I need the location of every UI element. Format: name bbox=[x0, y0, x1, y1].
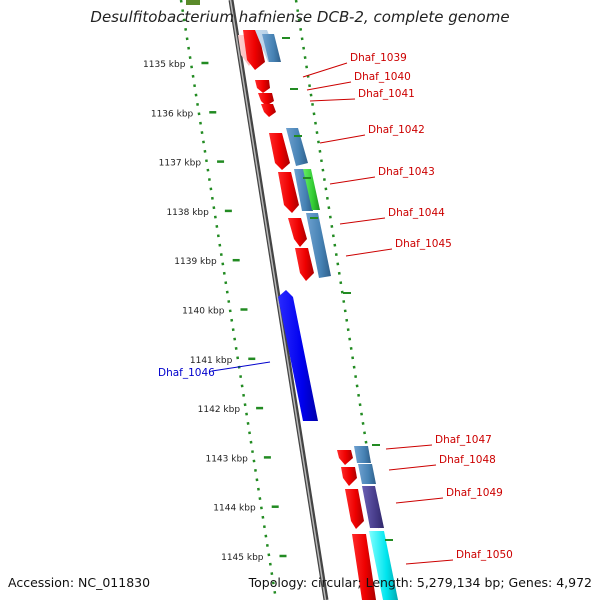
accession-text: Accession: NC_011830 bbox=[8, 575, 151, 590]
gene-partial-top bbox=[186, 0, 200, 5]
ruler-tick-label: 1141 kbp bbox=[190, 356, 233, 366]
gene-bar bbox=[306, 213, 331, 278]
label-leader-line bbox=[395, 497, 444, 504]
gene-bar bbox=[369, 531, 398, 600]
label-leader-line bbox=[306, 81, 352, 91]
genome-backbone-highlight bbox=[229, 0, 327, 600]
label-leader-line bbox=[385, 444, 433, 450]
gene-arrow bbox=[337, 450, 353, 465]
ruler-tick-label: 1135 kbp bbox=[143, 60, 186, 70]
gene-bar bbox=[303, 169, 320, 210]
gene-label-dhaf-1044[interactable]: Dhaf_1044 bbox=[388, 207, 445, 219]
label-leader-line bbox=[339, 217, 386, 225]
gene-label-dhaf-1039[interactable]: Dhaf_1039 bbox=[350, 52, 407, 64]
label-leader-line bbox=[329, 176, 376, 185]
gene-bar bbox=[362, 486, 384, 528]
ruler-tick-label: 1137 kbp bbox=[159, 159, 202, 169]
gene-label-dhaf-1050[interactable]: Dhaf_1050 bbox=[456, 549, 513, 561]
label-leader-line bbox=[319, 134, 366, 144]
gene-features bbox=[238, 30, 398, 600]
label-leader-line bbox=[302, 62, 348, 78]
gene-label-dhaf-1043[interactable]: Dhaf_1043 bbox=[378, 166, 435, 178]
ruler-tick-label: 1139 kbp bbox=[174, 257, 217, 267]
gene-labels: Dhaf_1039 Dhaf_1040 Dhaf_1041 Dhaf_1042 Dhaf… bbox=[158, 52, 513, 565]
gene-label-dhaf-1041[interactable]: Dhaf_1041 bbox=[358, 88, 415, 100]
gene-arrow bbox=[352, 534, 376, 600]
label-leader-line bbox=[211, 361, 271, 372]
gene-arrow bbox=[288, 218, 307, 247]
ruler-tick-label: 1142 kbp bbox=[198, 405, 241, 415]
label-leader-line bbox=[405, 559, 454, 565]
gene-label-dhaf-1042[interactable]: Dhaf_1042 bbox=[368, 124, 425, 136]
ruler-tick-label: 1140 kbp bbox=[182, 307, 225, 317]
gene-bar bbox=[358, 464, 376, 484]
gene-label-dhaf-1047[interactable]: Dhaf_1047 bbox=[435, 434, 492, 446]
ruler: 1135 kbp 1136 kbp 1137 kbp 1138 kbp 1139 kbp… bbox=[143, 60, 287, 563]
ruler-tick-label: 1138 kbp bbox=[166, 208, 209, 218]
topology-text: Topology: circular; Length: 5,279,134 bp… bbox=[248, 575, 592, 590]
gene-arrow bbox=[255, 80, 270, 93]
ruler-ticks-right bbox=[282, 37, 393, 541]
gene-arrow-selected bbox=[278, 290, 318, 421]
ruler-tick-label: 1143 kbp bbox=[205, 454, 248, 464]
label-leader-line bbox=[309, 98, 356, 102]
gene-bar bbox=[354, 446, 371, 463]
gene-label-dhaf-1046[interactable]: Dhaf_1046 bbox=[158, 367, 215, 379]
gene-bar bbox=[262, 34, 281, 62]
gene-arrow bbox=[269, 133, 290, 170]
genome-title: Desulfitobacterium hafniense DCB-2, comp… bbox=[90, 8, 510, 26]
gene-bar bbox=[286, 128, 308, 166]
gene-label-dhaf-1045[interactable]: Dhaf_1045 bbox=[395, 238, 452, 250]
ruler-tick-label: 1144 kbp bbox=[213, 504, 256, 514]
gene-bar bbox=[294, 169, 313, 211]
label-leader-line bbox=[388, 464, 437, 471]
gene-arrow bbox=[261, 104, 276, 117]
gene-arrow bbox=[295, 248, 314, 281]
gene-label-dhaf-1048[interactable]: Dhaf_1048 bbox=[439, 454, 496, 466]
gene-arrow bbox=[341, 467, 357, 486]
gene-arrow bbox=[345, 489, 364, 529]
gene-label-dhaf-1049[interactable]: Dhaf_1049 bbox=[446, 487, 503, 499]
gene-arrow bbox=[278, 172, 299, 213]
ruler-tick-label: 1145 kbp bbox=[221, 553, 264, 563]
label-leader-line bbox=[345, 248, 393, 257]
gene-label-dhaf-1040[interactable]: Dhaf_1040 bbox=[354, 71, 411, 83]
gene-arrow bbox=[258, 93, 274, 106]
ruler-tick-label: 1136 kbp bbox=[151, 109, 194, 119]
